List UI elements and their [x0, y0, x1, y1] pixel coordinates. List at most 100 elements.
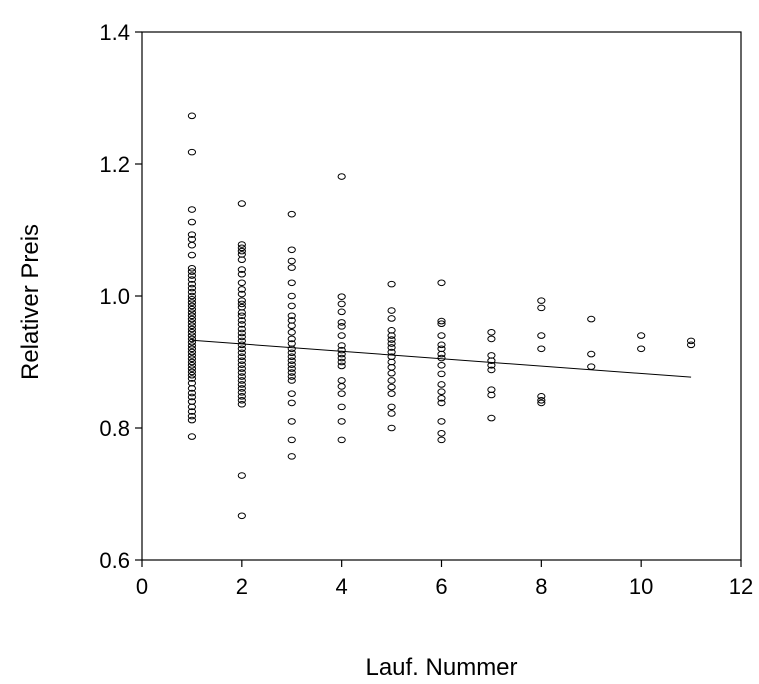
data-point — [237, 377, 246, 384]
data-point — [187, 345, 197, 353]
data-point — [287, 373, 296, 380]
data-point — [387, 383, 396, 391]
data-point — [437, 332, 446, 339]
data-point — [187, 325, 197, 333]
data-point — [237, 247, 246, 255]
data-point — [437, 418, 446, 425]
data-point — [287, 418, 296, 425]
data-point — [337, 377, 346, 384]
data-point — [437, 279, 446, 287]
data-point — [237, 270, 246, 278]
data-point — [337, 354, 346, 362]
data-point — [237, 393, 246, 400]
data-point — [237, 303, 246, 311]
x-tick-label: 10 — [629, 574, 653, 599]
data-point — [337, 362, 346, 370]
data-point — [237, 256, 246, 264]
data-point — [237, 321, 246, 328]
data-point — [237, 329, 246, 337]
data-point — [487, 391, 496, 399]
data-point — [187, 338, 197, 346]
data-point — [287, 361, 296, 368]
data-point — [237, 312, 246, 320]
data-point — [187, 284, 197, 292]
data-point — [237, 251, 246, 258]
data-point — [437, 362, 446, 369]
data-point — [437, 388, 446, 396]
data-point — [187, 206, 197, 213]
y-tick-label: 0.8 — [99, 416, 130, 441]
data-point — [187, 403, 197, 411]
data-point — [187, 389, 197, 397]
data-point — [437, 345, 446, 353]
data-point — [637, 345, 646, 353]
data-point — [387, 348, 396, 356]
data-point — [237, 361, 246, 368]
data-point — [437, 350, 446, 358]
data-point — [187, 302, 197, 310]
data-point — [237, 341, 246, 349]
data-point — [587, 350, 596, 358]
data-point — [337, 173, 346, 180]
data-point — [337, 323, 346, 330]
data-point — [187, 148, 197, 156]
data-point — [187, 385, 197, 392]
data-point — [237, 333, 246, 341]
data-point — [237, 337, 246, 345]
data-point — [437, 370, 446, 378]
data-point — [237, 286, 246, 293]
data-point — [287, 246, 296, 254]
data-point — [387, 307, 396, 314]
data-point — [437, 381, 446, 388]
data-point — [287, 279, 296, 287]
x-tick-label: 6 — [435, 574, 447, 599]
data-point — [287, 292, 296, 300]
data-point — [187, 112, 197, 120]
data-point — [537, 297, 546, 304]
data-point — [187, 296, 197, 303]
data-point — [187, 393, 197, 401]
data-point — [287, 335, 296, 343]
data-point — [337, 300, 346, 308]
data-point — [487, 335, 496, 343]
data-point — [287, 345, 296, 353]
data-point — [187, 218, 197, 226]
data-point — [287, 390, 296, 397]
data-point — [487, 357, 496, 364]
data-point — [237, 241, 246, 248]
data-point — [686, 341, 696, 349]
data-point — [387, 369, 396, 377]
y-tick-label: 0.6 — [99, 548, 130, 573]
data-point — [187, 288, 197, 296]
data-point — [337, 403, 346, 411]
plot-area — [141, 31, 742, 561]
data-point — [387, 410, 396, 417]
data-point — [287, 399, 296, 407]
data-point — [337, 358, 346, 366]
data-point — [237, 373, 246, 380]
data-point — [287, 264, 296, 271]
data-point — [387, 390, 396, 397]
y-tick-label: 1.2 — [99, 152, 130, 177]
data-point — [237, 317, 246, 324]
data-point — [187, 332, 197, 339]
data-point — [537, 345, 546, 353]
plot-border — [141, 31, 742, 561]
data-point — [287, 365, 296, 372]
data-point — [337, 436, 346, 444]
data-point — [187, 433, 197, 440]
data-point — [287, 369, 296, 376]
data-point — [487, 329, 496, 336]
data-point — [287, 329, 296, 336]
data-point — [387, 358, 396, 366]
data-point — [337, 319, 346, 326]
data-point — [237, 512, 246, 520]
data-point — [187, 329, 197, 336]
data-point — [187, 362, 197, 369]
data-point — [187, 276, 197, 283]
data-point — [187, 312, 197, 320]
data-point — [387, 336, 396, 343]
data-point — [287, 377, 296, 384]
data-point — [387, 315, 396, 322]
x-axis-ticks: 0 2 4 6 8 10 12 — [136, 560, 753, 599]
